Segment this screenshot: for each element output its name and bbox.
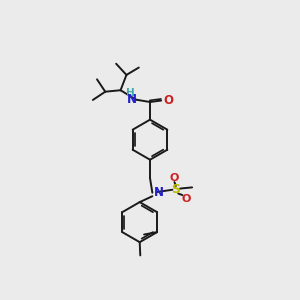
Text: N: N [154,186,164,199]
Text: O: O [170,173,179,183]
Text: O: O [181,194,190,204]
Text: S: S [171,183,180,196]
Text: N: N [127,93,136,106]
Text: H: H [126,88,135,98]
Text: O: O [163,94,173,107]
